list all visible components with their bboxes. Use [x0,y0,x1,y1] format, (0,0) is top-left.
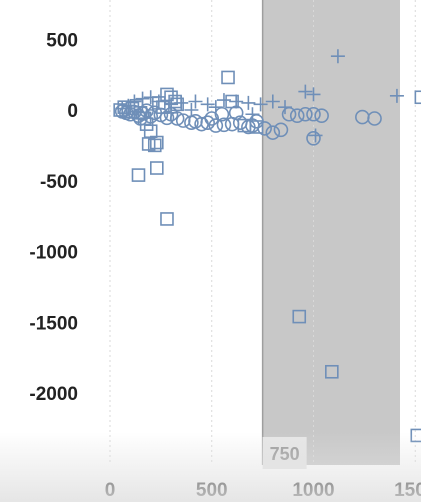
circle-point [159,110,175,126]
selected-region[interactable] [262,0,400,465]
plus-point [127,94,142,109]
plus-point [135,91,150,106]
x-tick-label: 0 [105,480,116,501]
square-point [221,70,235,85]
circle-point [216,117,232,133]
circle-point [367,111,382,126]
plus-point [174,95,189,110]
square-point [139,117,154,131]
circle-point [273,122,289,138]
cursor-readout-text: 750 [270,444,300,464]
circle-point [298,106,313,122]
plus-point [253,97,268,112]
data-points [113,49,421,443]
square-point [292,309,307,324]
circle-point [204,111,220,126]
circle-point [314,108,329,123]
square-point [414,90,421,105]
plus-point [245,107,260,122]
selected-region-layer[interactable] [261,0,400,465]
y-tick-label: -2000 [29,384,78,405]
plus-point [143,90,158,105]
plus-point [200,97,215,112]
plus-point [188,94,203,109]
square-point [150,135,164,150]
plus-point [265,94,280,109]
plus-point [229,94,244,109]
plus-point [184,103,199,117]
plus-point [151,94,166,109]
circle-point [289,108,305,123]
x-tick-label: 1000 [292,480,334,501]
x-tick-label: 1500 [394,480,421,501]
plus-point [115,101,130,116]
square-point [131,168,146,182]
plus-point [208,100,223,115]
plus-point [308,128,323,143]
y-tick-label: -500 [40,172,78,193]
circle-point [208,118,224,133]
square-point [141,137,156,151]
y-tick-label: 0 [67,101,78,122]
plus-point [164,105,179,120]
circle-point [265,125,281,140]
plus-point [389,88,404,103]
plus-point [278,100,293,115]
cursor-readout-badge: 750 [262,437,307,469]
plus-point [298,84,313,99]
circle-point [306,106,321,122]
plus-point [330,49,345,64]
x-tick-label: 500 [196,480,228,501]
plus-point [306,87,321,102]
circle-point [257,121,272,136]
plus-point [241,95,256,110]
square-point [237,118,252,133]
circle-point [200,115,215,131]
square-point [325,364,339,379]
y-tick-label: -1500 [29,313,78,334]
square-point [160,212,174,226]
plus-point [216,93,231,108]
y-tick-label: -1000 [29,243,78,264]
y-tick-label: 500 [46,30,78,51]
circle-point [306,131,321,146]
square-point [150,161,164,175]
